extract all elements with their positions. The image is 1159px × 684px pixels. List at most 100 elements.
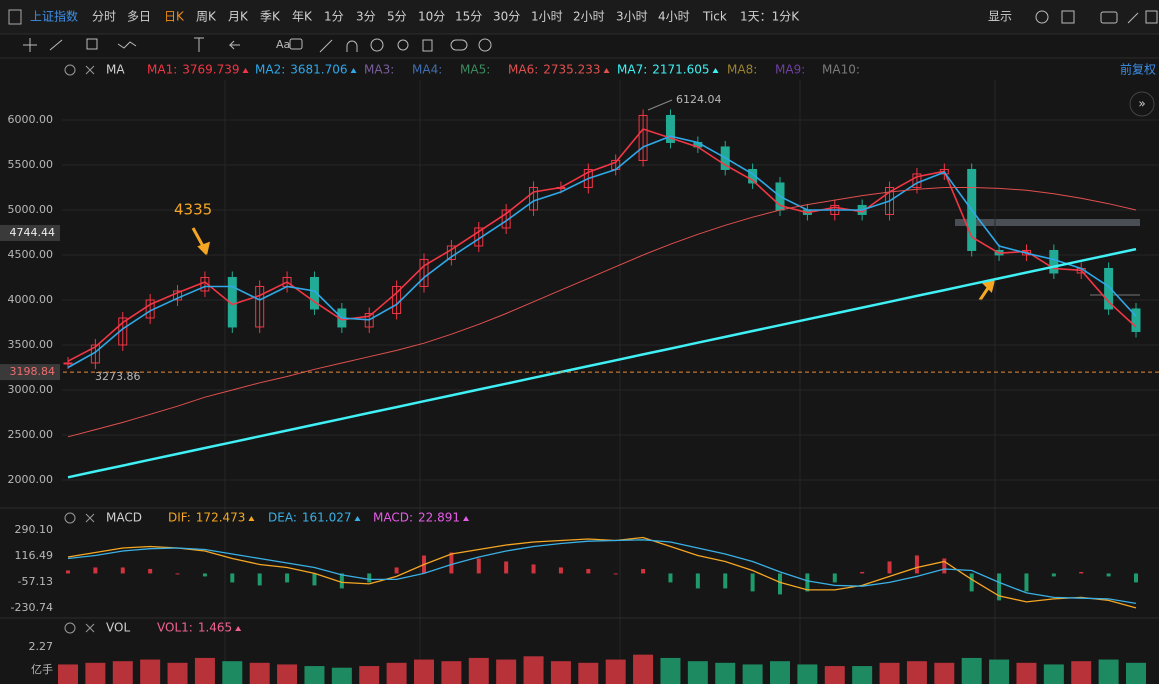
fib-tool[interactable]	[194, 37, 204, 52]
legend-value: 3681.706	[290, 63, 347, 77]
panel-close[interactable]	[85, 623, 95, 633]
drawing-tools	[23, 10, 1158, 53]
delete-tool[interactable]	[422, 39, 433, 52]
macd-bar	[202, 573, 207, 577]
low-label: 3273.86	[95, 370, 141, 383]
panel-close[interactable]	[85, 65, 95, 75]
settings-tool[interactable]	[478, 38, 492, 52]
candle	[583, 168, 593, 188]
ma-line	[67, 128, 1137, 362]
period-tab[interactable]: 30分	[493, 10, 520, 24]
cross-tool[interactable]	[23, 38, 37, 52]
symbol[interactable]: 上证指数	[30, 9, 78, 24]
panel-settings[interactable]	[64, 512, 76, 524]
period-tab[interactable]: Tick	[702, 10, 727, 24]
macd-bar	[1079, 571, 1084, 574]
macd-bar	[285, 573, 290, 583]
period-tab[interactable]: 3小时	[616, 10, 648, 24]
period-tab[interactable]: 1小时	[531, 10, 563, 24]
fullscreen-icon[interactable]	[1145, 10, 1158, 24]
macd-bar	[257, 573, 262, 586]
line-tool[interactable]	[49, 39, 63, 51]
period-tab[interactable]: 3分	[356, 10, 376, 24]
volume-bar	[331, 667, 352, 684]
macd-bar	[1134, 573, 1138, 583]
period-tab[interactable]: 2小时	[573, 10, 605, 24]
period-select[interactable]: 1天：1分K	[740, 10, 800, 24]
volume-bar	[523, 656, 544, 684]
trend-triangle	[603, 68, 610, 73]
macd-bar	[723, 573, 728, 589]
sidebar-icon[interactable]	[8, 9, 22, 25]
y-tick-label: 116.49	[15, 549, 54, 562]
panel-settings[interactable]	[64, 622, 76, 634]
period-tab[interactable]: 周K	[196, 10, 217, 24]
y-tick-label: 5500.00	[8, 158, 54, 171]
legend-value: 1.465	[198, 621, 232, 635]
period-tab[interactable]: 分时	[92, 10, 116, 24]
candle	[501, 209, 511, 229]
pen-icon[interactable]	[1127, 12, 1139, 24]
volume-bar	[112, 661, 133, 684]
volume-bar	[989, 659, 1010, 684]
path-tool[interactable]	[117, 41, 137, 49]
text-tool[interactable]: Aa	[276, 38, 290, 51]
price-tag	[0, 224, 60, 241]
macd-bar	[586, 568, 591, 574]
eye-tool[interactable]	[397, 39, 409, 51]
panel-settings[interactable]	[64, 64, 76, 76]
settings-icon[interactable]	[1035, 10, 1049, 24]
ma-line	[67, 247, 1137, 479]
legend-name: MA10:	[822, 63, 860, 77]
y-tick-label: 290.10	[15, 523, 54, 536]
candle	[309, 276, 319, 310]
adjust-mode[interactable]: 前复权	[1120, 62, 1156, 77]
high-leader	[647, 99, 673, 111]
period-tab[interactable]: 季K	[260, 10, 281, 24]
ma-line	[67, 187, 1137, 438]
measure-tool[interactable]	[319, 39, 333, 53]
candle	[748, 168, 758, 184]
period-tab[interactable]: 4小时	[658, 10, 690, 24]
volume-bar	[496, 659, 517, 684]
macd-bar	[504, 561, 509, 574]
candle	[173, 290, 183, 301]
expand-button[interactable]: »	[1138, 97, 1145, 111]
display-menu[interactable]: 显示	[988, 10, 1012, 24]
y-unit: 亿手	[31, 662, 53, 676]
period-tab[interactable]: 年K	[292, 10, 313, 24]
layout-icon[interactable]	[1061, 10, 1075, 24]
period-tab[interactable]: 5分	[387, 10, 407, 24]
price-tag-label: 4744.44	[10, 226, 56, 239]
expand-button-ring[interactable]	[1129, 91, 1155, 117]
lock-tool[interactable]	[370, 38, 384, 52]
period-tab[interactable]: 15分	[455, 10, 482, 24]
compare-tool[interactable]	[450, 39, 468, 51]
period-tab[interactable]: 多日	[127, 10, 151, 24]
period-tab[interactable]: 月K	[228, 10, 249, 24]
period-tab[interactable]: 1分	[324, 10, 344, 24]
rect-tool[interactable]	[86, 38, 98, 50]
y-tick-label: 6000.00	[8, 113, 54, 126]
period-tab[interactable]: 日K	[164, 10, 185, 24]
volume-bar	[770, 661, 790, 684]
volume-bar	[222, 661, 243, 684]
y-tick-label: 3500.00	[8, 338, 54, 351]
magnet-tool[interactable]	[346, 40, 358, 52]
arrow-tool[interactable]	[228, 40, 240, 50]
trend-triangle	[350, 68, 357, 73]
period-tab[interactable]: 10分	[418, 10, 445, 24]
volume-bar	[414, 659, 434, 684]
candle	[885, 186, 895, 215]
macd-bar	[750, 573, 755, 592]
y-tick-label: 2500.00	[8, 428, 54, 441]
note-tool[interactable]	[289, 38, 303, 50]
volume-bar	[1098, 659, 1119, 684]
legend-name: MA1:	[147, 63, 177, 77]
macd-bar	[558, 567, 563, 574]
camera-icon[interactable]	[1100, 11, 1118, 24]
panel-close[interactable]	[85, 513, 95, 523]
macd-bar	[339, 573, 344, 589]
candle	[529, 186, 539, 211]
